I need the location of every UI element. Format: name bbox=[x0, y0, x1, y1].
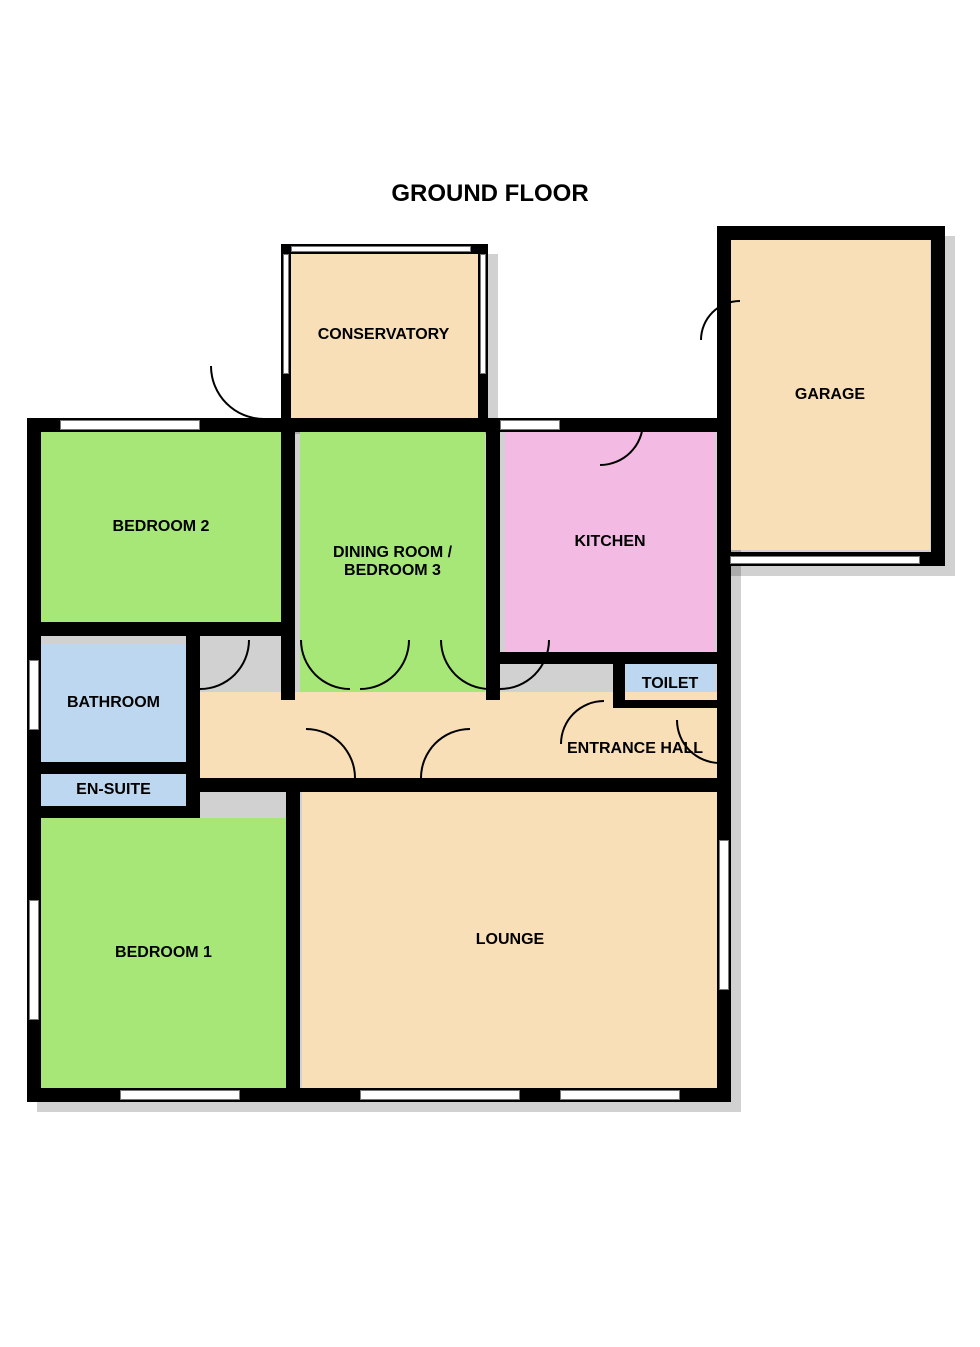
room-ensuite: EN-SUITE bbox=[41, 774, 186, 806]
room-label-garage: GARAGE bbox=[795, 386, 865, 404]
room-garage: GARAGE bbox=[730, 240, 930, 550]
inner-wall bbox=[613, 700, 718, 708]
outer-wall bbox=[931, 226, 945, 566]
room-label-kitchen: KITCHEN bbox=[574, 533, 645, 551]
inner-wall bbox=[186, 636, 200, 776]
window bbox=[29, 900, 39, 1020]
window bbox=[120, 1090, 240, 1100]
window bbox=[291, 246, 471, 252]
window bbox=[730, 556, 920, 564]
window bbox=[283, 254, 289, 374]
room-conservatory: CONSERVATORY bbox=[286, 250, 481, 420]
inner-wall bbox=[200, 778, 730, 792]
inner-wall bbox=[286, 792, 300, 1090]
room-bedroom1: BEDROOM 1 bbox=[41, 818, 286, 1088]
window bbox=[560, 1090, 680, 1100]
room-label-toilet: TOILET bbox=[642, 675, 699, 693]
inner-wall bbox=[41, 622, 286, 636]
room-bedroom2: BEDROOM 2 bbox=[41, 432, 281, 622]
room-lounge: LOUNGE bbox=[302, 792, 718, 1088]
room-label-bedroom1: BEDROOM 1 bbox=[115, 944, 212, 962]
floorplan-canvas: GROUND FLOOR CONSERVATORY GARAGE BEDROOM 2… bbox=[0, 0, 980, 1347]
room-label-bedroom2: BEDROOM 2 bbox=[113, 518, 210, 536]
inner-wall bbox=[186, 774, 200, 818]
room-kitchen: KITCHEN bbox=[505, 432, 715, 652]
room-label-bathroom: BATHROOM bbox=[67, 694, 160, 712]
room-label-lounge: LOUNGE bbox=[476, 931, 544, 949]
window bbox=[719, 840, 729, 990]
room-bathroom: BATHROOM bbox=[41, 644, 186, 762]
room-label-conservatory: CONSERVATORY bbox=[318, 326, 450, 344]
window bbox=[500, 420, 560, 430]
outer-wall bbox=[717, 226, 945, 240]
room-label-dining: DINING ROOM / BEDROOM 3 bbox=[315, 544, 470, 580]
window bbox=[60, 420, 200, 430]
window bbox=[480, 254, 486, 374]
floor-title: GROUND FLOOR bbox=[0, 180, 980, 208]
inner-wall bbox=[41, 762, 200, 774]
window bbox=[360, 1090, 520, 1100]
outer-wall bbox=[717, 226, 731, 566]
window bbox=[29, 660, 39, 730]
room-label-ensuite: EN-SUITE bbox=[76, 781, 151, 799]
inner-wall bbox=[41, 806, 200, 818]
inner-wall bbox=[281, 432, 295, 700]
